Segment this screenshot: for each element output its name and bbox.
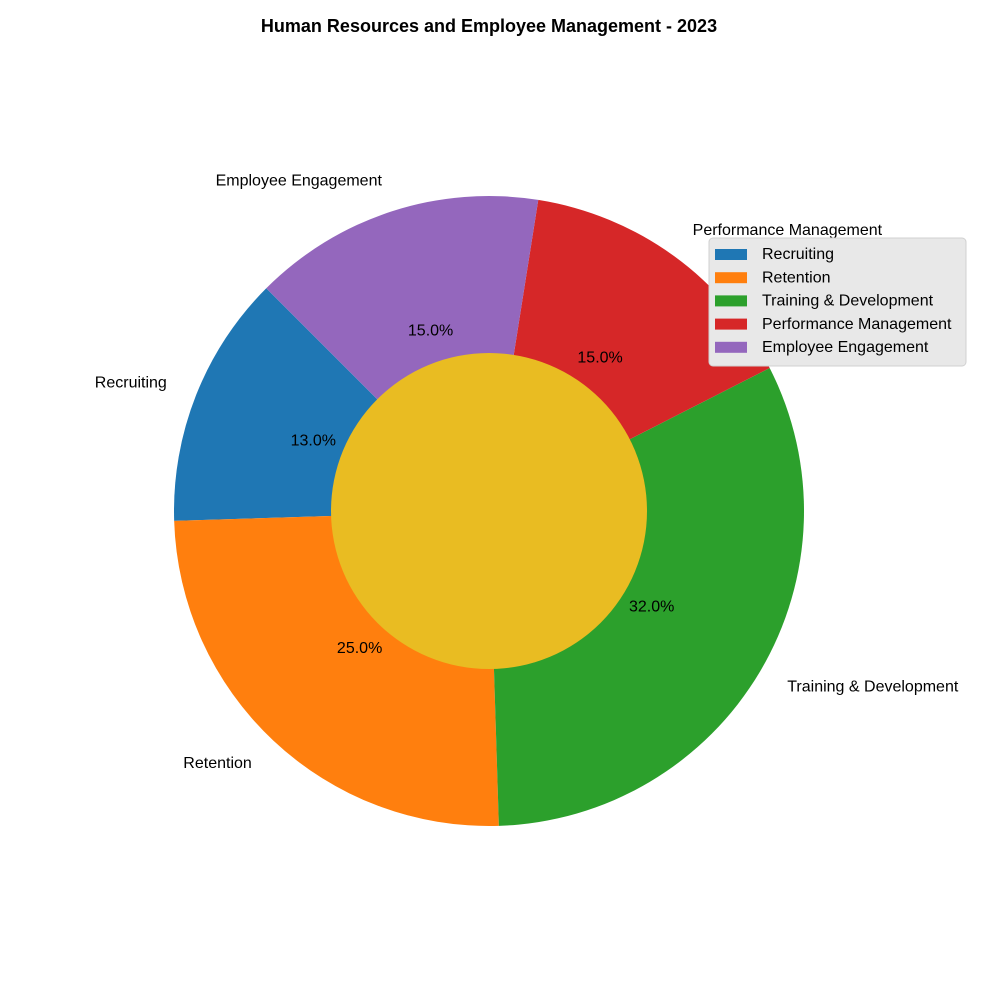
legend-label-employee-engagement: Employee Engagement bbox=[762, 339, 929, 356]
percent-label-performance-management: 15.0% bbox=[577, 349, 622, 366]
legend-box bbox=[708, 237, 967, 367]
chart-title: Human Resources and Employee Management … bbox=[261, 16, 717, 36]
legend-label-training-and-development: Training & Development bbox=[762, 293, 934, 310]
percent-label-training-and-development: 32.0% bbox=[629, 598, 674, 615]
percent-label-retention: 25.0% bbox=[337, 640, 382, 657]
slice-labels: Recruiting Retention Training & Developmen… bbox=[95, 173, 959, 772]
legend-label-retention: Retention bbox=[762, 269, 831, 286]
legend-swatch-recruiting bbox=[715, 249, 747, 260]
legend-swatch-retention bbox=[715, 272, 747, 284]
percent-label-employee-engagement: 15.0% bbox=[408, 322, 453, 339]
legend-swatch-training-and-development bbox=[715, 295, 747, 307]
slice-label-employee-engagement: Employee Engagement bbox=[216, 173, 383, 190]
legend-label-recruiting: Recruiting bbox=[762, 246, 834, 263]
donut-center bbox=[331, 353, 647, 669]
slice-label-performance-management: Performance Management bbox=[693, 222, 883, 239]
slice-label-training-and-development: Training & Development bbox=[787, 679, 959, 696]
legend-swatch-performance-management bbox=[715, 318, 747, 330]
legend-label-performance-management: Performance Management bbox=[762, 316, 952, 333]
legend: Recruiting Retention Training & Developmen… bbox=[708, 237, 967, 367]
legend-swatch-employee-engagement bbox=[715, 341, 747, 353]
slice-label-retention: Retention bbox=[183, 755, 252, 772]
slice-label-recruiting: Recruiting bbox=[95, 375, 167, 392]
percent-labels: 13.0% 25.0% 32.0% 15.0% 15.0% bbox=[291, 322, 675, 657]
percent-label-recruiting: 13.0% bbox=[291, 433, 336, 450]
